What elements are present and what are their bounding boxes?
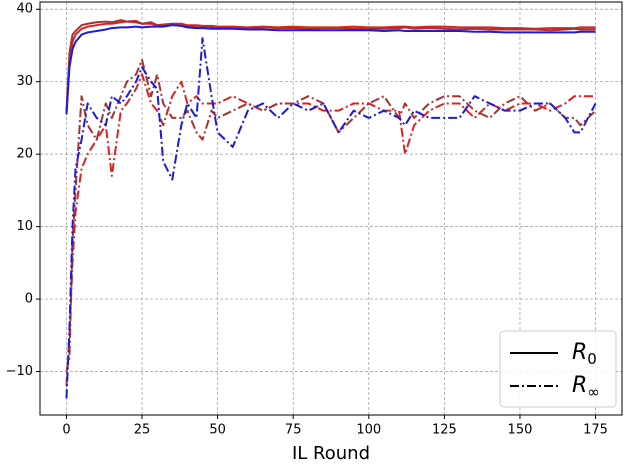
legend-label: R∞ bbox=[572, 373, 600, 401]
x-tick-label: 25 bbox=[134, 423, 151, 438]
y-tick-label: 30 bbox=[16, 74, 33, 89]
y-tick-label: 40 bbox=[16, 2, 33, 17]
legend-box bbox=[499, 330, 617, 408]
x-axis-label: IL Round bbox=[292, 443, 370, 464]
x-tick-label: 75 bbox=[285, 423, 302, 438]
y-tick-label: 0 bbox=[25, 292, 33, 307]
x-tick-label: 175 bbox=[583, 423, 608, 438]
series-line bbox=[65, 24, 596, 115]
series-line bbox=[65, 37, 597, 399]
y-tick-label: −10 bbox=[6, 364, 33, 379]
series-line bbox=[65, 19, 596, 113]
legend-symbol: R bbox=[572, 340, 587, 365]
y-tick-label: 10 bbox=[16, 219, 33, 234]
x-tick-label: 100 bbox=[356, 423, 381, 438]
legend-symbol: R bbox=[572, 373, 587, 398]
series-line bbox=[65, 58, 597, 372]
legend-subscript: 0 bbox=[587, 350, 597, 368]
legend-label: R0 bbox=[572, 340, 597, 368]
x-tick-label: 0 bbox=[62, 423, 70, 438]
x-tick-label: 125 bbox=[432, 423, 457, 438]
legend-subscript: ∞ bbox=[587, 383, 600, 401]
plot-frame bbox=[39, 1, 623, 416]
series-line bbox=[65, 20, 596, 115]
x-tick-label: 50 bbox=[209, 423, 226, 438]
y-tick-label: 20 bbox=[16, 147, 33, 162]
x-tick-label: 150 bbox=[508, 423, 533, 438]
